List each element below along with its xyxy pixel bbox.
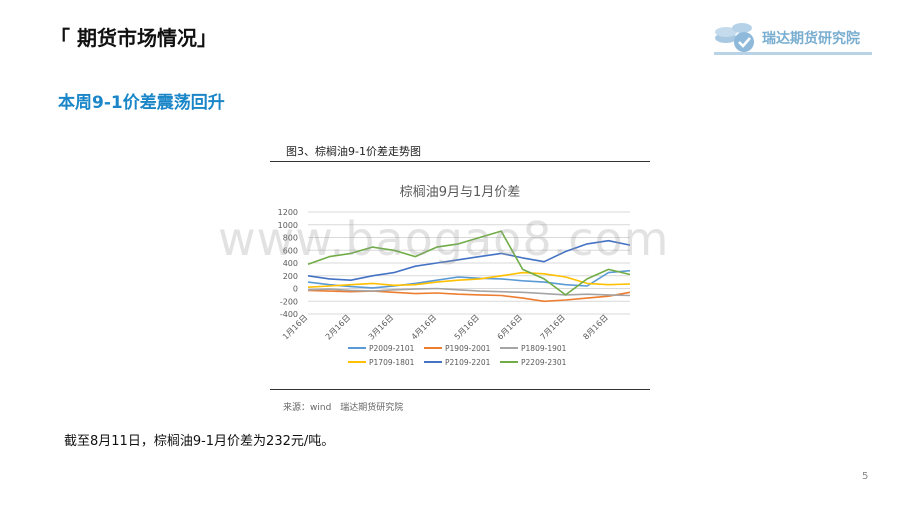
logo-coins-icon — [715, 23, 754, 52]
series-line-p1909-2001 — [307, 289, 631, 303]
series-line-p1709-1801 — [307, 271, 631, 288]
figure-bottom-rule — [270, 389, 650, 390]
series-line-p2009-2101 — [307, 269, 631, 289]
series-line-p1809-1901 — [307, 287, 631, 297]
chart-title: 棕榈油9月与1月价差 — [400, 185, 521, 200]
chart-legend: P2009-2101 P1909-2001 P1809-1901 P1709-1801… — [348, 344, 567, 367]
y-tick-label: -400 — [280, 310, 298, 319]
spread-line-chart: 棕榈油9月与1月价差 -400 -200 0 200 400 600 800 1000 1200… — [278, 185, 631, 367]
x-tick-label: 2月16日 — [324, 313, 352, 341]
legend-label: P1909-2001 — [445, 344, 491, 353]
figure-source: 来源：wind 瑞达期货研究院 — [283, 403, 404, 413]
watermark-text: www.baogao8.com — [218, 212, 670, 266]
x-tick-label: 4月16日 — [410, 313, 438, 341]
y-tick-label: 1000 — [278, 221, 298, 230]
series-layer — [307, 230, 631, 303]
legend-label: P2109-2201 — [445, 358, 491, 367]
y-tick-label: 400 — [283, 259, 298, 268]
page-number: 5 — [862, 471, 869, 482]
legend-label: P1809-1901 — [521, 344, 567, 353]
x-tick-label: 5月16日 — [453, 313, 481, 341]
x-tick-label: 3月16日 — [367, 313, 395, 341]
y-tick-label: 200 — [283, 272, 298, 281]
section-subtitle: 本周9-1价差震荡回升 — [58, 93, 225, 113]
legend-label: P2209-2301 — [521, 358, 567, 367]
y-tick-label: 600 — [283, 246, 298, 255]
y-tick-label: -200 — [280, 297, 298, 306]
summary-text: 截至8月11日，棕榈油9-1月价差为232元/吨。 — [64, 434, 335, 449]
legend-label: P2009-2101 — [369, 344, 415, 353]
logo-text: 瑞达期货研究院 — [762, 31, 860, 47]
figure-top-rule — [270, 161, 650, 162]
series-line-p2209-2301 — [307, 230, 631, 296]
y-tick-label: 800 — [283, 234, 298, 243]
slide-title: 「 期货市场情况」 — [50, 26, 217, 50]
header-divider — [714, 52, 872, 55]
x-tick-label: 6月16日 — [496, 313, 524, 341]
y-tick-label: 1200 — [278, 208, 298, 217]
y-tick-label: 0 — [293, 285, 298, 294]
figure-caption: 图3、棕榈油9-1价差走势图 — [286, 145, 421, 158]
x-tick-label: 7月16日 — [539, 313, 567, 341]
legend-label: P1709-1801 — [369, 358, 415, 367]
x-tick-label: 8月16日 — [581, 313, 609, 341]
series-line-p2109-2201 — [307, 239, 631, 281]
